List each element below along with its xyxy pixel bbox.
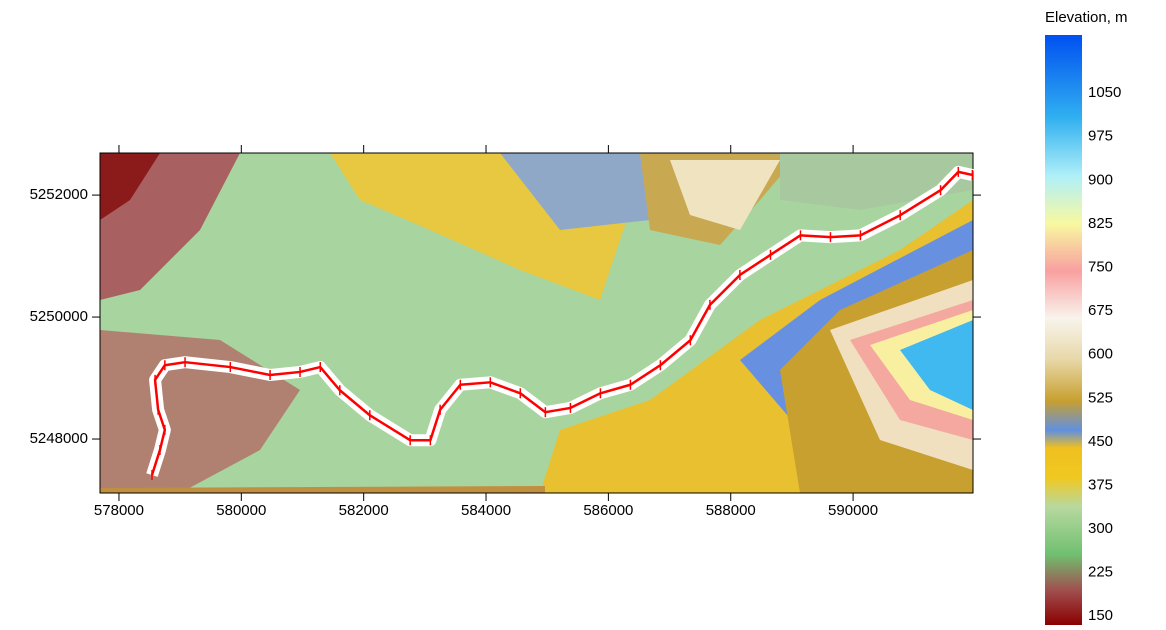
colorbar-tick-label: 1050: [1088, 84, 1121, 101]
colorbar-tick-label: 600: [1088, 346, 1113, 363]
y-tick-label: 5248000: [30, 430, 88, 447]
colorbar-tick-label: 750: [1088, 258, 1113, 275]
colorbar-tick-label: 975: [1088, 128, 1113, 145]
colorbar-tick-label: 300: [1088, 520, 1113, 537]
page: Elevation, m 578000 580000 582000 584000 586…: [0, 0, 1166, 625]
x-tick-label: 590000: [828, 502, 878, 519]
x-tick-label: 588000: [706, 502, 756, 519]
y-tick-label: 5252000: [30, 186, 88, 203]
y-tick-label: 5250000: [30, 308, 88, 325]
colorbar-tick-label: 225: [1088, 564, 1113, 581]
x-tick-label: 578000: [94, 502, 144, 519]
colorbar-tick-label: 825: [1088, 215, 1113, 232]
colorbar-tick-label: 900: [1088, 171, 1113, 188]
colorbar-tick-label: 450: [1088, 433, 1113, 450]
colorbar-tick-label: 525: [1088, 389, 1113, 406]
terrain: [100, 153, 973, 493]
colorbar-tick-label: 675: [1088, 302, 1113, 319]
colorbar-tick-label: 150: [1088, 607, 1113, 624]
x-tick-label: 582000: [339, 502, 389, 519]
x-tick-label: 586000: [583, 502, 633, 519]
x-tick-label: 584000: [461, 502, 511, 519]
map-figure: Elevation, m 578000 580000 582000 584000 586…: [0, 0, 1166, 625]
colorbar-title: Elevation, m: [1045, 9, 1128, 26]
x-tick-label: 580000: [216, 502, 266, 519]
colorbar-tick-label: 375: [1088, 476, 1113, 493]
colorbar: [1045, 35, 1082, 625]
